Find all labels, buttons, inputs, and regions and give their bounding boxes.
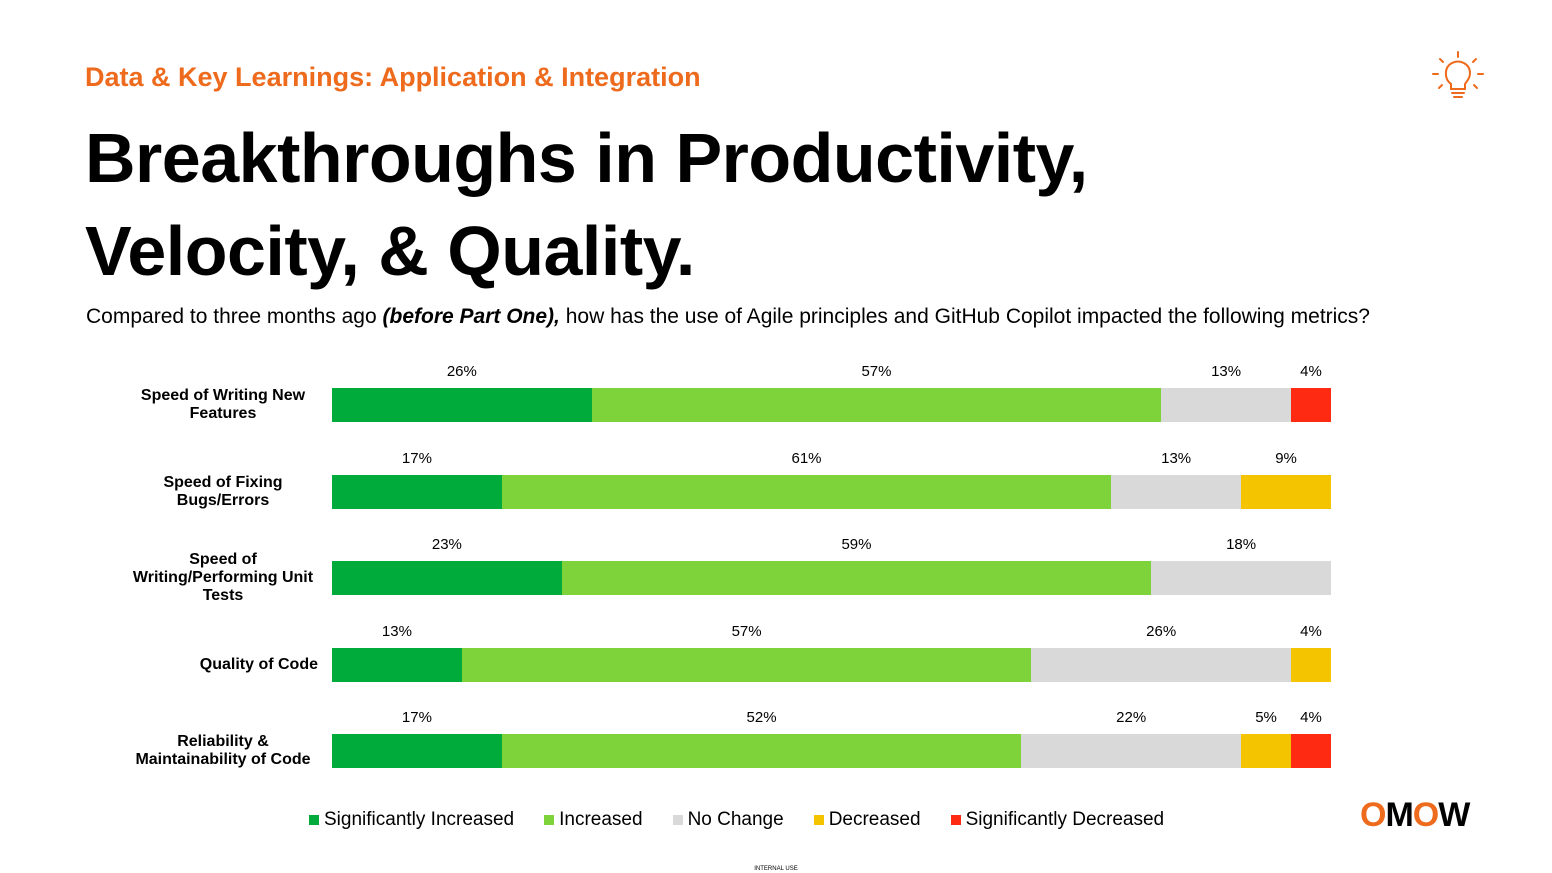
subtitle-text: how has the use of Agile principles and … (559, 305, 1370, 328)
value-label: 52% (746, 709, 777, 726)
value-label: 23% (431, 536, 462, 553)
category-text: Speed of Writing/Performing Unit Tests (132, 551, 314, 604)
category-text: Reliability & Maintainability of Code (135, 733, 311, 768)
bar-segment (1031, 647, 1292, 682)
value-label: 4% (1300, 709, 1322, 726)
bar-segment (1241, 474, 1331, 509)
bar-segment (1291, 388, 1331, 422)
bar-segment (1291, 734, 1331, 768)
bar-segment (561, 561, 1152, 595)
eyebrow: Data & Key Learnings: Application & Inte… (85, 62, 701, 92)
value-label: 17% (401, 449, 432, 467)
legend-item: Significantly Increased (309, 809, 514, 831)
category-label: Speed of Writing/Performing Unit Tests (118, 551, 318, 605)
bar-segment (1151, 561, 1331, 595)
value-label: 61% (791, 449, 822, 467)
value-label: 4% (1300, 622, 1322, 640)
value-label: 4% (1300, 363, 1322, 380)
legend-swatch (813, 815, 824, 825)
logo: OMOW (1360, 796, 1470, 835)
legend-label: Decreased (828, 809, 921, 830)
category-text: Speed of Fixing Bugs/Errors (163, 473, 283, 509)
legend-swatch (950, 815, 961, 825)
bar-segment (1161, 388, 1292, 422)
legend-item: No Change (672, 809, 784, 831)
bar-segment (1111, 474, 1242, 509)
legend: Significantly Increased Increased No Chang… (309, 809, 1164, 831)
subtitle: Compared to three months ago (before Par… (86, 305, 1370, 329)
logo-letter: W (1438, 796, 1470, 834)
legend-swatch (672, 815, 683, 825)
legend-label: Increased (559, 809, 643, 830)
lightbulb-icon (1432, 51, 1484, 98)
bar-segment (332, 647, 462, 682)
bar-segment (1021, 734, 1242, 768)
bar-segment (332, 561, 562, 595)
logo-letter: O (1360, 796, 1386, 834)
subtitle-emphasis: (before Part One), (382, 305, 560, 328)
legend-item: Significantly Decreased (950, 809, 1165, 831)
value-label: 9% (1275, 449, 1297, 467)
value-label: 59% (841, 536, 872, 553)
legend-label: Significantly Decreased (965, 809, 1165, 830)
bar-segment (332, 734, 502, 768)
category-label: Reliability & Maintainability of Code (118, 724, 318, 778)
value-label: 13% (1211, 363, 1242, 380)
bar-segment (1291, 647, 1331, 682)
value-label: 17% (401, 709, 432, 726)
value-label: 57% (861, 363, 892, 380)
value-label: 5% (1255, 709, 1277, 726)
legend-item: Decreased (813, 809, 921, 831)
subtitle-text: Compared to three months ago (86, 305, 383, 328)
bar-segment (332, 388, 592, 422)
value-label: 26% (1146, 622, 1177, 640)
bar-segment (461, 647, 1032, 682)
bar-segment (591, 388, 1162, 422)
logo-letter: M (1385, 796, 1413, 834)
category-label: Quality of Code (118, 638, 318, 692)
legend-label: No Change (687, 809, 784, 830)
legend-label: Significantly Increased (324, 809, 515, 830)
value-label: 57% (731, 622, 762, 640)
value-label: 13% (381, 622, 412, 640)
footer-note: INTERNAL USE (754, 866, 798, 872)
category-label: Speed of Fixing Bugs/Errors (118, 465, 318, 519)
value-label: 22% (1116, 709, 1147, 726)
value-label: 13% (1161, 449, 1192, 467)
bar-segment (1241, 734, 1292, 768)
legend-item: Increased (544, 809, 643, 831)
logo-letter: O (1412, 796, 1439, 834)
bar-segment (501, 734, 1022, 768)
category-text: Speed of Writing New Features (140, 387, 306, 422)
category-label: Speed of Writing New Features (118, 378, 318, 432)
legend-swatch (309, 815, 319, 825)
bar-segment (501, 474, 1112, 509)
value-label: 26% (446, 363, 477, 380)
slide-title: Breakthroughs in Productivity, Velocity,… (85, 119, 1088, 290)
legend-swatch (544, 815, 555, 825)
category-text: Quality of Code (199, 655, 318, 673)
value-label: 18% (1226, 536, 1257, 553)
bar-segment (332, 474, 502, 509)
